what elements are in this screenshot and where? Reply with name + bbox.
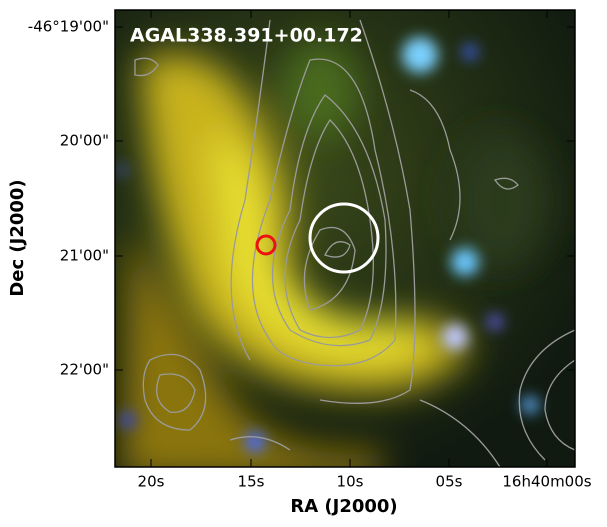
source-marker [255, 234, 277, 256]
tick-marks [115, 10, 575, 467]
frame [114, 9, 576, 468]
y-tick-label: -46°19'00" [28, 18, 109, 36]
y-tick-label: 22'00" [60, 361, 109, 379]
y-tick-label: 21'00" [60, 247, 109, 265]
image-label: AGAL338.391+00.172 [130, 25, 363, 47]
beam-circle [308, 202, 380, 274]
x-axis-title: RA (J2000) [290, 496, 397, 517]
sky-image: AGAL338.391+00.172 [115, 10, 575, 467]
x-tick-label: 20s [138, 473, 165, 491]
x-tick-label: 10s [337, 473, 364, 491]
y-axis-title: Dec (J2000) [7, 179, 28, 296]
x-tick-label: 05s [436, 473, 463, 491]
x-tick-label: 15s [238, 473, 265, 491]
x-tick-label: 16h40m00s [502, 473, 591, 491]
contours [134, 19, 575, 467]
y-tick-label: 20'00" [60, 132, 109, 150]
